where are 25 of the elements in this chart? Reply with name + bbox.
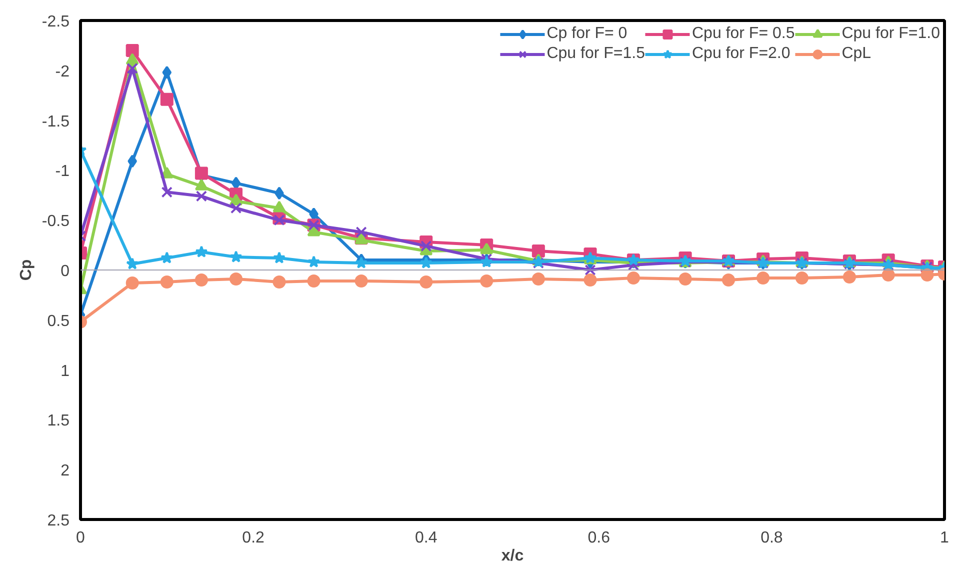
- x-axis-title: x/c: [501, 548, 524, 564]
- x-tick-label: 0.6: [588, 530, 610, 546]
- y-tick-label: -2: [55, 63, 70, 80]
- legend-label: Cpu for F=1.0: [842, 25, 940, 43]
- x-tick-label: 1: [940, 530, 950, 546]
- legend-label: Cpu for F= 0.5: [692, 25, 795, 43]
- y-tick-label: -2.5: [42, 14, 70, 30]
- legend-label: Cp for F= 0: [546, 25, 628, 43]
- y-tick-label: 2: [60, 462, 70, 480]
- y-tick-label: -0.5: [42, 213, 70, 230]
- y-tick-label: 1: [60, 362, 70, 380]
- x-tick-label: 0.4: [414, 530, 438, 546]
- y-tick-label: -1.5: [42, 113, 70, 130]
- legend-label: Cpu for F=2.0: [692, 45, 790, 63]
- y-tick-label: 0.5: [47, 312, 70, 330]
- x-tick-label: 0.8: [760, 530, 783, 546]
- y-tick-label: 1.5: [47, 412, 70, 430]
- y-tick-label: -1: [55, 163, 70, 180]
- y-tick-label: 2.5: [47, 512, 70, 530]
- x-tick-label: 0: [76, 530, 86, 546]
- legend-label: CpL: [842, 45, 872, 63]
- legend-label: Cpu for F=1.5: [546, 45, 645, 63]
- x-tick-label: 0.2: [242, 530, 265, 546]
- y-tick-label: 0: [60, 263, 70, 280]
- y-axis-title: Cp: [18, 259, 35, 281]
